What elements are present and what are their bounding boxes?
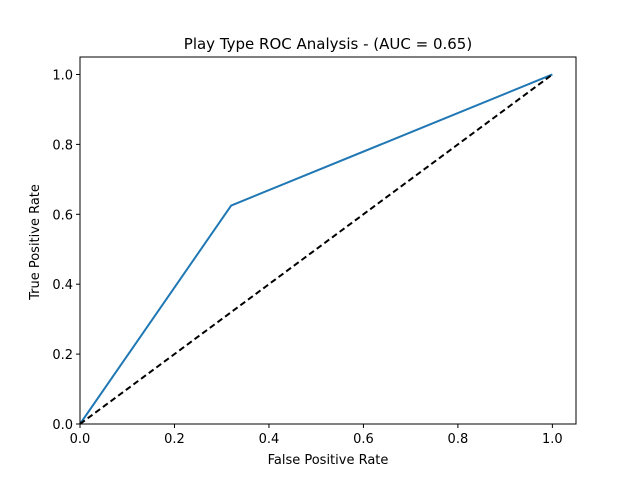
x-tick-label: 0.6 [353, 432, 374, 447]
y-tick-label: 0.2 [52, 348, 73, 363]
x-tick-label: 1.0 [542, 432, 563, 447]
y-tick-label: 0.6 [52, 208, 73, 223]
y-tick-label: 0.4 [52, 278, 73, 293]
chance-diagonal-line [79, 73, 553, 425]
plot-frame [79, 56, 577, 425]
x-tick-label: 0.0 [70, 432, 91, 447]
x-axis-label: False Positive Rate [268, 453, 389, 468]
y-tick-label: 1.0 [52, 68, 73, 83]
roc-curve-line [79, 73, 553, 425]
x-tick-label: 0.4 [259, 432, 280, 447]
y-tick-label: 0.0 [52, 418, 73, 433]
y-axis-label: True Positive Rate [28, 184, 43, 301]
y-tick-label: 0.8 [52, 138, 73, 153]
plot-layer [79, 73, 553, 425]
chart-title: Play Type ROC Analysis - (AUC = 0.65) [184, 35, 472, 53]
x-tick-label: 0.8 [448, 432, 469, 447]
x-tick-label: 0.2 [164, 432, 185, 447]
axes-layer: 0.0 0.2 0.4 0.6 0.8 1.0 0.0 0.2 0.4 0.6 0.8 1.0 [52, 56, 577, 447]
